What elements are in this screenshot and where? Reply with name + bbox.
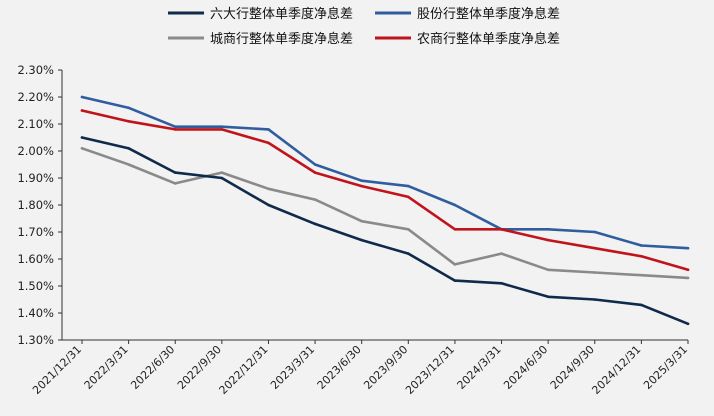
data-point xyxy=(453,203,457,207)
x-tick-label: 2024/12/31 xyxy=(589,343,643,397)
y-tick-label: 2.20% xyxy=(17,90,54,104)
y-tick-label: 1.30% xyxy=(17,333,54,347)
data-point xyxy=(407,184,410,188)
data-point xyxy=(173,125,177,128)
data-point xyxy=(686,246,690,250)
x-tick-label: 2024/3/31 xyxy=(455,343,504,392)
data-point xyxy=(453,263,457,266)
y-axis: 1.30% 1.40% 1.50% 1.60% 1.70% 1.80% 1.90% 2.00%… xyxy=(17,63,63,347)
data-point xyxy=(127,163,130,166)
data-point xyxy=(360,238,363,242)
series-line-0 xyxy=(80,136,690,326)
data-point xyxy=(80,95,84,99)
data-point xyxy=(546,238,550,242)
data-point xyxy=(593,246,597,250)
data-point xyxy=(360,184,363,188)
data-point xyxy=(640,254,643,258)
series-line-2 xyxy=(80,147,690,280)
x-tick-label: 2023/9/30 xyxy=(361,343,410,392)
x-tick-label: 2024/9/30 xyxy=(548,343,597,392)
series-line-3 xyxy=(80,109,690,272)
data-point xyxy=(546,295,550,299)
data-point xyxy=(313,171,317,174)
data-point xyxy=(313,163,317,166)
y-tick-label: 1.70% xyxy=(17,225,54,239)
series-line-1 xyxy=(80,95,690,250)
data-point xyxy=(360,219,363,223)
y-tick-label: 1.50% xyxy=(17,279,54,293)
data-point xyxy=(546,228,550,231)
y-tick-label: 2.00% xyxy=(17,144,54,158)
y-tick-label: 2.30% xyxy=(17,63,54,77)
x-tick-label: 2022/12/31 xyxy=(217,343,271,397)
legend-label: 股份行整体单季度净息差 xyxy=(417,6,560,22)
data-point xyxy=(593,271,597,274)
data-point xyxy=(127,120,130,123)
data-point xyxy=(267,128,270,131)
data-point xyxy=(360,179,363,182)
data-point xyxy=(173,182,177,185)
y-tick-label: 1.40% xyxy=(17,306,54,320)
data-point xyxy=(453,279,457,282)
data-point xyxy=(686,322,690,326)
data-point xyxy=(640,303,643,307)
x-axis: 2021/12/312022/3/312022/6/302022/9/30202… xyxy=(30,339,690,397)
data-point xyxy=(220,125,224,128)
data-point xyxy=(686,268,690,272)
data-point xyxy=(407,228,410,231)
data-point xyxy=(267,187,270,191)
data-point xyxy=(593,298,597,301)
x-tick-label: 2022/6/30 xyxy=(128,343,177,392)
data-point xyxy=(80,136,84,139)
data-point xyxy=(686,276,690,280)
plot-area xyxy=(80,95,690,326)
data-point xyxy=(173,171,177,174)
x-tick-label: 2023/6/30 xyxy=(315,343,364,392)
data-point xyxy=(220,128,224,131)
y-tick-label: 1.90% xyxy=(17,171,54,185)
y-tick-label: 1.60% xyxy=(17,252,54,266)
x-tick-label: 2022/9/30 xyxy=(175,343,224,392)
data-point xyxy=(80,147,84,150)
data-point xyxy=(173,128,177,131)
data-point xyxy=(500,282,503,285)
y-tick-label: 1.80% xyxy=(17,198,54,212)
y-tick-label: 2.10% xyxy=(17,117,54,131)
legend-label: 农商行整体单季度净息差 xyxy=(417,31,560,47)
legend-label: 城商行整体单季度净息差 xyxy=(210,31,353,47)
data-point xyxy=(640,244,643,247)
data-point xyxy=(500,228,503,231)
x-tick-label: 2022/3/31 xyxy=(82,343,131,392)
data-point xyxy=(127,147,130,150)
x-tick-label: 2024/6/30 xyxy=(501,343,550,392)
data-point xyxy=(500,252,503,255)
data-point xyxy=(593,230,597,234)
data-point xyxy=(220,176,224,180)
x-tick-label: 2023/3/31 xyxy=(268,343,317,392)
data-point xyxy=(407,252,410,255)
data-point xyxy=(546,268,550,272)
data-point xyxy=(80,109,84,112)
data-point xyxy=(267,141,270,145)
data-point xyxy=(267,203,270,207)
data-point xyxy=(127,106,130,110)
x-tick-label: 2025/3/31 xyxy=(641,343,690,392)
x-tick-label: 2021/12/31 xyxy=(30,343,84,397)
data-point xyxy=(640,273,643,277)
data-point xyxy=(313,198,317,201)
data-point xyxy=(220,171,224,174)
data-point xyxy=(407,195,410,199)
data-point xyxy=(313,222,317,226)
data-point xyxy=(453,228,457,231)
legend-label: 六大行整体单季度净息差 xyxy=(210,6,353,22)
x-tick-label: 2023/12/31 xyxy=(403,343,457,397)
